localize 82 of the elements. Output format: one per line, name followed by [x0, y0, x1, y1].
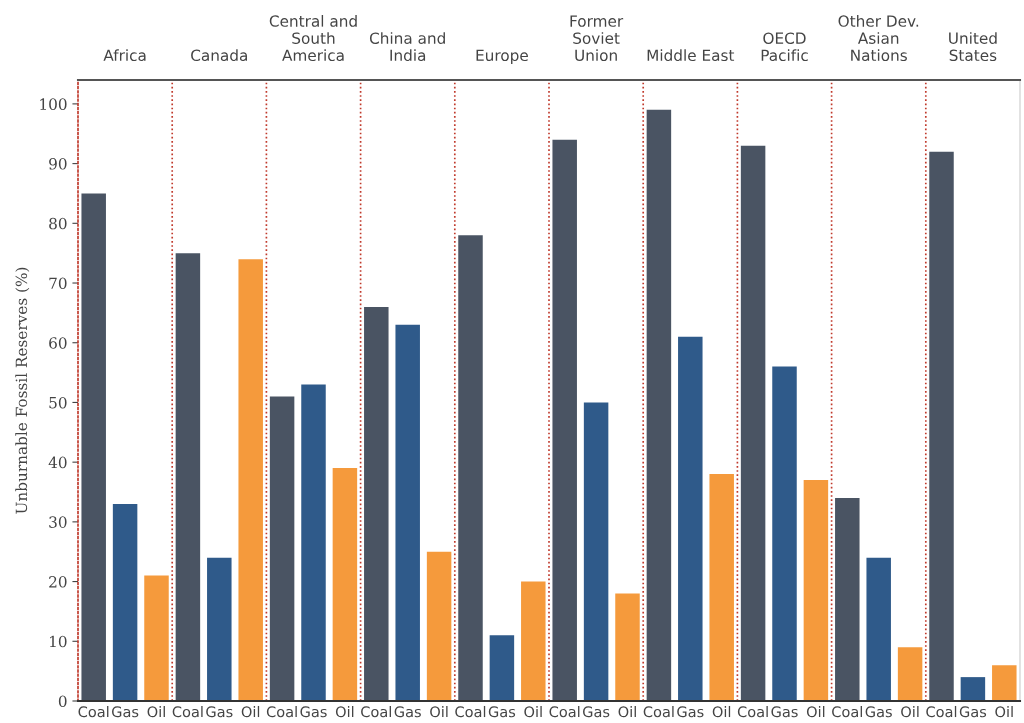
- bar: [395, 324, 420, 701]
- bar: [709, 474, 734, 701]
- text: Oil: [241, 705, 260, 718]
- x-tick-label: United States: [949, 32, 997, 62]
- text: Coal: [832, 705, 862, 718]
- bar: [489, 635, 515, 701]
- bar: [552, 139, 577, 701]
- bar: [583, 402, 609, 701]
- x-tick-label: Other Dev. Asian Nations: [838, 15, 919, 62]
- y-tick-label: 30: [49, 516, 67, 528]
- text: Gas: [959, 706, 987, 718]
- text: Gas: [206, 706, 233, 718]
- text: Coal: [643, 705, 674, 718]
- bar: [835, 497, 860, 701]
- text: Gas: [112, 706, 139, 718]
- text: Coal: [172, 705, 203, 718]
- bar: [740, 145, 766, 701]
- text: Oil: [524, 705, 542, 718]
- x-tick-label: Middle East: [647, 49, 735, 62]
- y-tick-label: 100: [40, 98, 67, 110]
- text: Coal: [737, 705, 768, 718]
- bar: [112, 503, 138, 701]
- y-axis-title: Unburnable Fossil Reserves (%): [15, 267, 30, 514]
- bar: [269, 396, 295, 701]
- bar: [897, 647, 923, 701]
- bar: [521, 581, 546, 701]
- bar: [332, 468, 358, 701]
- text: Gas: [583, 706, 610, 718]
- text: Coal: [926, 705, 957, 718]
- series-label: Gas: [677, 706, 704, 718]
- text: Oil: [901, 705, 919, 718]
- y-tick-label: 40: [48, 456, 67, 469]
- y-tick-label: 10: [50, 635, 67, 648]
- text: Gas: [300, 706, 327, 718]
- x-tick-label: China and India: [369, 32, 445, 62]
- bar: [646, 109, 672, 701]
- text: Gas: [865, 706, 892, 718]
- text: Coal: [78, 705, 109, 718]
- bar: [238, 259, 263, 701]
- bar: [929, 151, 954, 701]
- text: Oil: [430, 705, 448, 718]
- bar: [772, 366, 797, 701]
- y-tick-label: 20: [49, 576, 67, 588]
- text: Coal: [455, 705, 486, 718]
- bar: [81, 193, 106, 701]
- bar: [992, 665, 1017, 701]
- bar: [426, 551, 452, 701]
- bar: [175, 253, 201, 701]
- y-tick-label: 0: [58, 695, 67, 708]
- bar: [364, 306, 389, 701]
- x-tick-label: Central and South America: [269, 15, 357, 62]
- y-tick-label: 60: [49, 337, 67, 349]
- x-tick-label: Europe: [476, 49, 528, 65]
- text: Oil: [995, 705, 1013, 718]
- text: Coal: [549, 705, 580, 718]
- bar: [207, 557, 232, 701]
- y-tick-label: 70: [49, 277, 67, 290]
- text: Oil: [806, 705, 825, 718]
- bar: [803, 480, 829, 701]
- text: Coal: [361, 705, 391, 718]
- series-label: Coal: [266, 705, 297, 718]
- y-tick-label: 90: [49, 158, 67, 170]
- x-tick-label: Former Soviet Union: [570, 15, 624, 62]
- text: Gas: [394, 706, 421, 718]
- series-label: Oil: [147, 705, 165, 718]
- text: Gas: [488, 706, 516, 718]
- bar: [960, 677, 986, 701]
- x-tick-label: Canada: [191, 49, 247, 62]
- text: Gas: [771, 706, 798, 718]
- bar: [301, 384, 326, 701]
- text: Oil: [712, 705, 731, 718]
- x-tick-label: OECD Pacific: [761, 32, 808, 62]
- bar: [678, 336, 703, 701]
- text: Oil: [618, 705, 636, 718]
- bar: [458, 235, 483, 701]
- text: Oil: [335, 705, 354, 718]
- bar: [144, 575, 169, 701]
- x-tick-label: Africa: [103, 49, 146, 62]
- y-tick-label: 50: [49, 396, 67, 409]
- bar: [615, 593, 640, 701]
- bar: [866, 557, 891, 701]
- y-tick-label: 80: [49, 217, 67, 230]
